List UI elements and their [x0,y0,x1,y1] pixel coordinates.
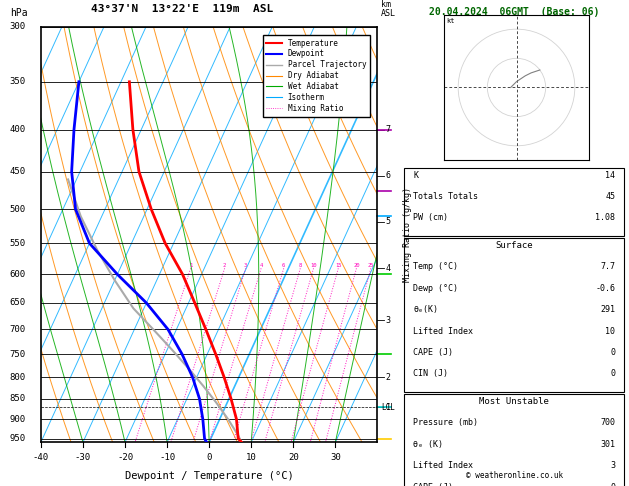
Bar [404,168,625,236]
Text: 300: 300 [9,22,26,31]
Text: -10: -10 [159,452,175,462]
Text: hPa: hPa [10,8,28,18]
Text: -40: -40 [33,452,49,462]
Text: 650: 650 [9,298,26,308]
Text: Dewp (°C): Dewp (°C) [413,284,458,293]
Text: 291: 291 [600,305,615,314]
Text: 850: 850 [9,394,26,403]
Text: 15: 15 [335,263,342,268]
Text: 45: 45 [605,192,615,201]
Text: 20: 20 [288,452,299,462]
Text: 550: 550 [9,239,26,248]
Text: Mixing Ratio (g/kg): Mixing Ratio (g/kg) [403,187,412,282]
Text: CAPE (J): CAPE (J) [413,483,453,486]
Bar [404,238,625,392]
Text: 20: 20 [353,263,360,268]
Text: 6: 6 [386,171,391,180]
Text: 7.7: 7.7 [600,262,615,272]
Text: θₑ(K): θₑ(K) [413,305,438,314]
Text: Most Unstable: Most Unstable [479,397,549,406]
Text: 0: 0 [610,348,615,357]
Text: 400: 400 [9,125,26,134]
Text: LCL: LCL [381,402,394,412]
Text: 700: 700 [9,325,26,334]
Text: Temp (°C): Temp (°C) [413,262,458,272]
Text: 0: 0 [206,452,212,462]
Text: 800: 800 [9,373,26,382]
Text: 2: 2 [386,373,391,382]
Legend: Temperature, Dewpoint, Parcel Trajectory, Dry Adiabat, Wet Adiabat, Isotherm, Mi: Temperature, Dewpoint, Parcel Trajectory… [262,35,370,117]
Text: 900: 900 [9,415,26,424]
Text: 43°37'N  13°22'E  119m  ASL: 43°37'N 13°22'E 119m ASL [91,4,274,14]
Text: 3: 3 [610,461,615,470]
Text: 950: 950 [9,434,26,443]
Text: Surface: Surface [496,241,533,250]
Text: 10: 10 [310,263,317,268]
Text: 2: 2 [223,263,226,268]
Text: Pressure (mb): Pressure (mb) [413,418,478,428]
Text: 10: 10 [246,452,257,462]
Text: Dewpoint / Temperature (°C): Dewpoint / Temperature (°C) [125,471,294,481]
Text: Totals Totals: Totals Totals [413,192,478,201]
Text: θₑ (K): θₑ (K) [413,440,443,449]
Text: K: K [413,171,418,180]
Text: Lifted Index: Lifted Index [413,461,473,470]
Text: 1: 1 [386,402,391,412]
Text: CAPE (J): CAPE (J) [413,348,453,357]
Text: 350: 350 [9,77,26,87]
Text: 30: 30 [330,452,341,462]
Text: -30: -30 [75,452,91,462]
Bar [404,394,625,486]
Text: 500: 500 [9,205,26,214]
Text: 301: 301 [600,440,615,449]
Text: 450: 450 [9,167,26,176]
Text: 750: 750 [9,349,26,359]
Text: 6: 6 [282,263,286,268]
Text: 3: 3 [386,315,391,325]
Text: 0: 0 [610,483,615,486]
Text: PW (cm): PW (cm) [413,213,448,223]
Text: 4: 4 [260,263,263,268]
Text: 3: 3 [244,263,247,268]
Text: CIN (J): CIN (J) [413,369,448,379]
Text: 600: 600 [9,270,26,279]
Text: 7: 7 [386,125,391,134]
Text: 8: 8 [299,263,302,268]
Text: 1: 1 [189,263,192,268]
Text: 10: 10 [605,327,615,336]
Text: -0.6: -0.6 [595,284,615,293]
Text: 25: 25 [367,263,374,268]
Text: Lifted Index: Lifted Index [413,327,473,336]
Text: © weatheronline.co.uk: © weatheronline.co.uk [465,471,563,480]
Text: 0: 0 [610,369,615,379]
Text: 5: 5 [386,217,391,226]
Text: 14: 14 [605,171,615,180]
Text: 700: 700 [600,418,615,428]
Text: -20: -20 [117,452,133,462]
Text: 1.08: 1.08 [595,213,615,223]
Text: km
ASL: km ASL [381,0,396,18]
Text: 20.04.2024  06GMT  (Base: 06): 20.04.2024 06GMT (Base: 06) [429,7,599,17]
Text: 4: 4 [386,264,391,273]
